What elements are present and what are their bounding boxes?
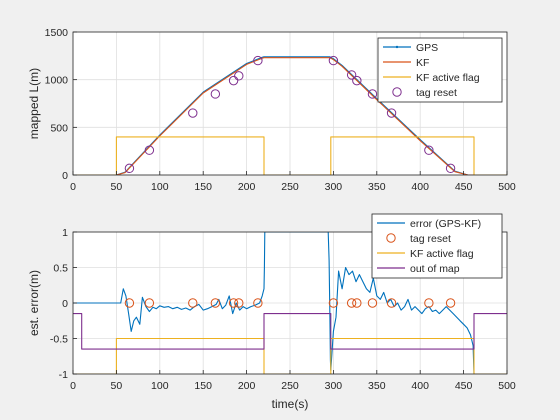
legend-label: GPS (416, 42, 438, 54)
legend-item: tag reset (392, 87, 457, 99)
legend: GPS KF KF active flag tag reset (377, 37, 503, 103)
data-point-tag-reset (228, 298, 239, 308)
legend-item: KF active flag (383, 72, 480, 84)
legend-label: tag reset (416, 87, 457, 99)
data-point-tag-reset (386, 298, 397, 308)
y-tick-label: 1500 (45, 27, 69, 39)
data-point-tag-reset (445, 298, 456, 308)
tick-labels: 0 50 100 150 200 250 300 350 400 450 500 0 500 1000 15… (45, 27, 516, 193)
y-tick-label: -0.5 (50, 334, 68, 346)
data-point-tag-reset (228, 75, 239, 86)
tick-labels: 0 50 100 150 200 250 300 350 400 450 500 -1 -0.5 0 0.5… (50, 227, 516, 392)
legend-item: out of map (377, 263, 460, 275)
x-tick-label: 100 (151, 181, 169, 193)
x-tick-label: 0 (70, 181, 76, 193)
x-tick-label: 0 (70, 380, 76, 392)
legend-label: error (GPS-KF) (410, 218, 481, 230)
x-tick-label: 400 (411, 380, 429, 392)
x-tick-label: 450 (455, 380, 473, 392)
data-point-tag-reset (352, 298, 362, 308)
data-point-tag-reset (253, 55, 263, 66)
data-point-tag-reset (445, 163, 456, 174)
legend-label: KF active flag (410, 248, 474, 260)
data-point-tag-reset (352, 75, 362, 86)
data-point-tag-reset (210, 89, 221, 99)
series-line-kf-active-flag (73, 337, 507, 374)
series-layer (73, 232, 507, 374)
data-point-tag-reset (346, 298, 357, 308)
legend-marker (386, 233, 396, 243)
data-point-tag-reset (124, 298, 135, 308)
legend-label: KF (416, 57, 429, 69)
data-point-tag-reset (144, 145, 155, 155)
series-line-out-of-map (73, 313, 507, 350)
x-axis-label: time(s) (272, 397, 309, 411)
legend-marker (392, 87, 402, 97)
y-tick-label: 1000 (45, 75, 69, 87)
y-tick-label: 500 (50, 122, 68, 134)
x-tick-label: 50 (111, 380, 123, 392)
legend-box (371, 213, 503, 279)
y-tick-label: 0 (62, 298, 68, 310)
series-layer (73, 55, 507, 175)
legend-item: KF (383, 57, 429, 69)
data-point-tag-reset (328, 55, 339, 66)
data-point-tag-reset (210, 298, 221, 308)
x-tick-label: 200 (238, 181, 256, 193)
x-tick-label: 450 (455, 181, 473, 193)
data-point-tag-reset (367, 89, 378, 99)
x-tick-label: 50 (111, 181, 123, 193)
x-tick-label: 250 (281, 181, 299, 193)
bottom-chart-estimation-error: 0 50 100 150 200 250 300 350 400 450 500 -1 -0.5 0 0.5… (27, 213, 516, 411)
x-tick-label: 150 (194, 181, 212, 193)
x-tick-label: 350 (368, 380, 386, 392)
legend-label: KF active flag (416, 72, 480, 84)
x-tick-label: 500 (498, 181, 516, 193)
legend-label: tag reset (410, 233, 451, 245)
x-tick-label: 250 (281, 380, 299, 392)
legend-box (377, 37, 503, 103)
data-point-tag-reset (124, 163, 135, 174)
data-point-tag-reset (386, 108, 397, 118)
y-axis-label: est. error(m) (27, 270, 41, 336)
legend-item: GPS (383, 42, 438, 54)
x-tick-label: 300 (325, 380, 343, 392)
y-tick-label: 0.5 (53, 263, 68, 275)
data-point-tag-reset (234, 71, 244, 81)
data-point-tag-reset (188, 298, 198, 308)
x-tick-label: 150 (194, 380, 212, 392)
legend-point-marker (395, 45, 399, 49)
data-point-tag-reset (234, 298, 244, 308)
data-point-tag-reset (367, 298, 378, 308)
legend-item: KF active flag (377, 248, 474, 260)
data-point-tag-reset (253, 298, 263, 308)
data-point-tag-reset (328, 298, 339, 308)
legend-item: tag reset (386, 233, 451, 245)
x-tick-label: 300 (325, 181, 343, 193)
x-tick-label: 350 (368, 181, 386, 193)
series-line-error-gps-kf (73, 232, 507, 374)
x-tick-label: 100 (151, 380, 169, 392)
legend: error (GPS-KF) tag reset KF active flag out… (371, 213, 503, 279)
data-point-tag-reset (188, 108, 198, 118)
data-point-tag-reset (424, 145, 434, 155)
series-tag-reset-markers (124, 55, 456, 174)
y-tick-label: -1 (59, 369, 68, 381)
series-line-kf-active-flag (73, 136, 507, 175)
top-chart-mapped-length: 0 50 100 150 200 250 300 350 400 450 500 0 500 1000 15… (27, 27, 516, 193)
x-tick-label: 500 (498, 380, 516, 392)
x-tick-label: 200 (238, 380, 256, 392)
y-axis-label: mapped L(m) (27, 68, 41, 139)
data-point-tag-reset (144, 298, 155, 308)
legend-item: error (GPS-KF) (377, 218, 481, 230)
y-tick-label: 1 (62, 227, 68, 239)
series-tag-reset-markers (124, 298, 456, 308)
data-point-tag-reset (424, 298, 434, 308)
legend-label: out of map (410, 263, 460, 275)
y-tick-label: 0 (62, 170, 68, 182)
data-point-tag-reset (346, 70, 357, 80)
x-tick-label: 400 (411, 181, 429, 193)
